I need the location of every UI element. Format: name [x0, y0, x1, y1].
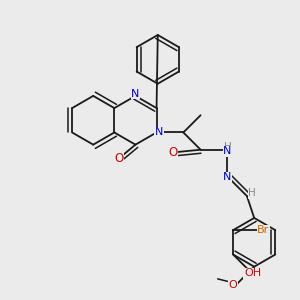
Text: N: N — [131, 89, 140, 99]
Text: O: O — [229, 280, 237, 290]
Text: N: N — [223, 172, 231, 182]
Text: H: H — [248, 188, 256, 198]
Text: O: O — [169, 146, 178, 159]
Text: N: N — [155, 128, 163, 137]
Text: O: O — [114, 152, 124, 165]
Text: OH: OH — [244, 268, 261, 278]
Text: H: H — [224, 142, 232, 152]
Text: N: N — [223, 146, 232, 157]
Text: Br: Br — [257, 225, 270, 235]
